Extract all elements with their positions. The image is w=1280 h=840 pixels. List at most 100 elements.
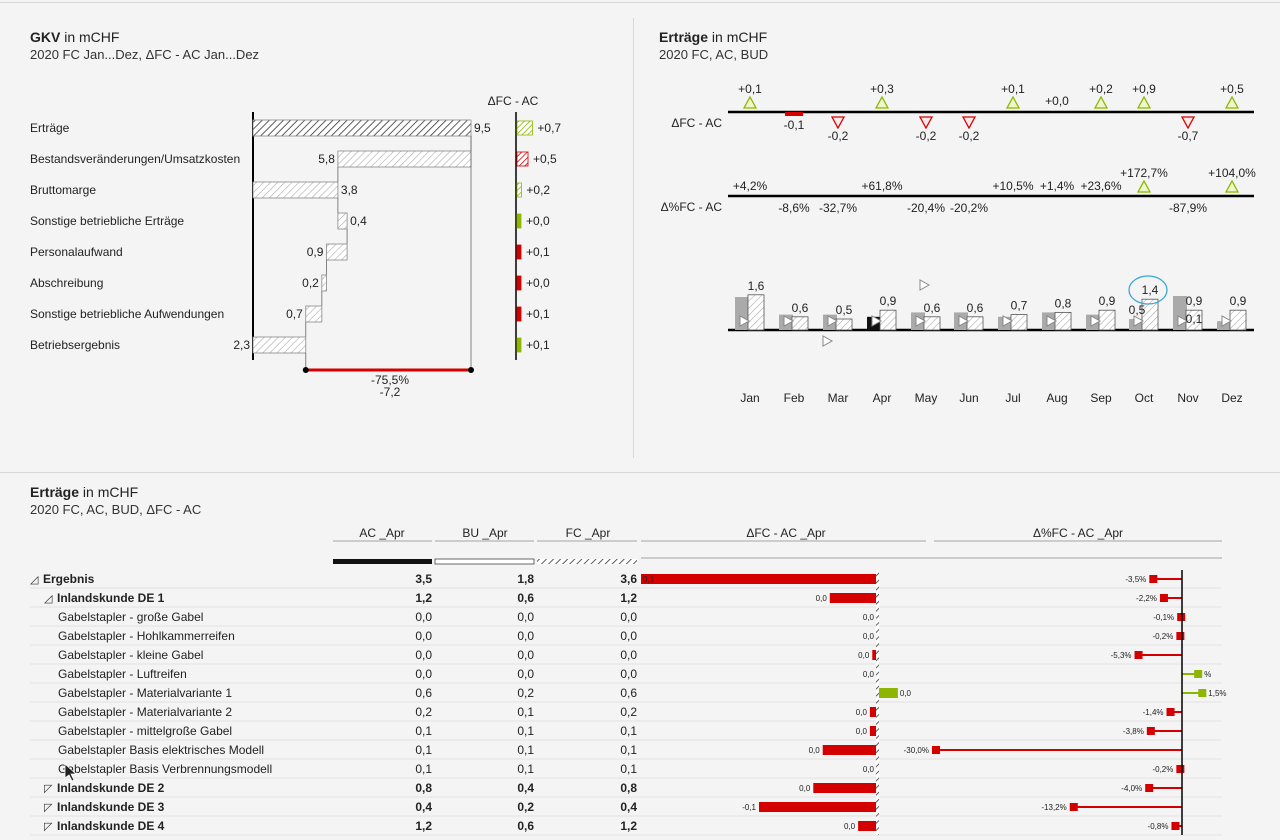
cell-ac: 0,2 <box>415 705 432 719</box>
delta-pct-label: +23,6% <box>1080 179 1121 193</box>
fc-value-label: 0,8 <box>1055 296 1072 310</box>
row-toggle-icon[interactable]: ◸ <box>44 783 53 795</box>
gkv-row-label: Abschreibung <box>30 276 103 290</box>
cell-bu: 0,0 <box>517 610 534 624</box>
gkv-bar <box>252 181 339 199</box>
table-row[interactable]: Gabelstapler - Materialvariante 1 0,6 0,2 0… <box>58 686 1227 700</box>
fc-value-label: 0,6 <box>967 301 984 315</box>
table-row[interactable]: Gabelstapler Basis Verbrennungsmodell 0,1… <box>58 762 1185 776</box>
gkv-delta-bar <box>516 244 522 260</box>
delta-pct-label: -5,3% <box>1111 651 1132 660</box>
row-label: Gabelstapler - Materialvariante 2 <box>58 705 232 719</box>
gkv-delta-bar <box>516 213 522 229</box>
delta-pct-dot <box>1146 727 1155 735</box>
fc-bar <box>791 316 809 331</box>
delta-abs-bar <box>829 593 877 603</box>
row-label: Gabelstapler - Materialvariante 1 <box>58 686 232 700</box>
row-label: Gabelstapler - Luftreifen <box>58 667 187 681</box>
delta-abs-label: 0,0 <box>844 822 856 831</box>
table-row[interactable]: Gabelstapler - Hohlkammerreifen 0,0 0,0 0,0… <box>58 629 1185 643</box>
gkv-value-label: 0,2 <box>302 276 319 290</box>
delta-abs-bar <box>858 821 877 831</box>
fc-bar <box>1229 309 1247 331</box>
gkv-bar <box>252 119 472 137</box>
row-toggle-icon[interactable]: ◿ <box>30 574 39 586</box>
gkv-bar <box>252 336 307 354</box>
table-row[interactable]: Gabelstapler Basis elektrisches Modell 0,… <box>58 743 1182 757</box>
table-row[interactable]: Gabelstapler - kleine Gabel 0,0 0,0 0,0 0,0 -… <box>58 648 1182 662</box>
delta-pct-dot <box>932 746 940 754</box>
table-row[interactable]: Gabelstapler - große Gabel 0,0 0,0 0,0 0,0 -0… <box>58 610 1186 624</box>
table-row[interactable]: Gabelstapler - Luftreifen 0,0 0,0 0,0 0,0% <box>58 667 1211 681</box>
delta-pct-dot <box>1177 613 1186 621</box>
cell-ac: 0,0 <box>415 648 432 662</box>
row-label: Inlandskunde DE 1 <box>57 591 165 605</box>
delta-pct-label: -13,2% <box>1041 803 1066 812</box>
delta-pct-label: -2,2% <box>1136 594 1157 603</box>
table-row[interactable]: ◸ Inlandskunde DE 3 0,4 0,2 0,4 -0,1 -13,2% <box>44 800 1182 814</box>
delta-down-marker <box>1180 116 1196 130</box>
cell-fc: 3,6 <box>620 572 637 586</box>
delta-abs-label: +0,5 <box>1220 82 1244 96</box>
delta-abs-label: -0,2 <box>916 129 937 143</box>
delta-pct-label: % <box>1204 670 1211 679</box>
row-toggle-icon[interactable]: ◸ <box>44 802 53 814</box>
table-row[interactable]: ◿ Ergebnis 3,5 1,8 3,6 0,1 -3,5% <box>30 572 1182 586</box>
delta-pct-label: -1,4% <box>1143 708 1164 717</box>
bud-marker <box>871 315 883 327</box>
fc-bar <box>1054 311 1072 331</box>
table-row[interactable]: ◿ Inlandskunde DE 1 1,2 0,6 1,2 0,0 -2,2% <box>44 591 1182 605</box>
row-label: Inlandskunde DE 4 <box>57 819 165 833</box>
delta-pct-label: +4,2% <box>733 179 768 193</box>
delta-abs-bar <box>869 707 877 717</box>
cell-fc: 0,6 <box>620 686 637 700</box>
row-toggle-icon[interactable]: ◸ <box>44 821 53 833</box>
cell-fc: 0,2 <box>620 705 637 719</box>
fc-value-label: 1,6 <box>748 279 765 293</box>
month-label: Aug <box>1046 391 1067 405</box>
gkv-subtitle: 2020 FC Jan...Dez, ΔFC - AC Jan...Dez <box>30 47 260 62</box>
delta-abs-label: +0,3 <box>870 82 894 96</box>
cell-fc: 0,0 <box>620 667 637 681</box>
delta-pct-label: -3,8% <box>1123 727 1144 736</box>
delta-pct-dot <box>1069 803 1078 811</box>
fc-value-label: 0,9 <box>1186 294 1203 308</box>
cell-bu: 0,2 <box>517 800 534 814</box>
delta-abs-label: +0,1 <box>1001 82 1025 96</box>
cell-bu: 0,1 <box>517 762 534 776</box>
fc-bar <box>835 318 853 331</box>
oct-highlight-circle <box>1128 275 1168 305</box>
table-row[interactable]: ◸ Inlandskunde DE 4 1,2 0,6 1,2 0,0 -0,8% <box>44 819 1182 833</box>
fc-scenario-bar <box>537 559 637 564</box>
ertraege-title: Erträge in mCHF <box>659 29 768 45</box>
fc-value-label: 1,4 <box>1142 283 1159 297</box>
fc-bar <box>966 316 984 331</box>
delta-pct-label: -32,7% <box>819 201 857 215</box>
gkv-value-label: 3,8 <box>341 183 358 197</box>
delta-abs-bar <box>641 574 877 584</box>
row-toggle-icon[interactable]: ◿ <box>44 593 53 605</box>
gkv-delta-bar <box>516 275 522 291</box>
cell-ac: 1,2 <box>415 591 432 605</box>
delta-abs-label: -0,1 <box>784 118 805 132</box>
gkv-delta-label: +0,1 <box>526 307 550 321</box>
delta-up-marker <box>1005 95 1021 109</box>
fc-value-label: 0,9 <box>880 294 897 308</box>
delta-abs-label: 0,0 <box>863 670 875 679</box>
gkv-diff-dot <box>468 367 474 373</box>
gkv-waterfall-chart: ΔFC - AC Erträge 9,5 +0,7 Bestandsveränderun… <box>30 94 561 399</box>
gkv-delta-label: +0,7 <box>537 121 561 135</box>
delta-pct-dot <box>1176 632 1185 640</box>
table-row[interactable]: ◸ Inlandskunde DE 2 0,8 0,4 0,8 0,0 -4,0% <box>44 781 1182 795</box>
table-row[interactable]: Gabelstapler - Materialvariante 2 0,2 0,1 0… <box>58 705 1182 719</box>
cell-bu: 0,1 <box>517 743 534 757</box>
delta-abs-label: 0,0 <box>856 708 868 717</box>
ertraege-subtitle: 2020 FC, AC, BUD <box>659 47 769 62</box>
table-row[interactable]: Gabelstapler - mittelgroße Gabel 0,1 0,1 0,… <box>58 724 1182 738</box>
cell-bu: 0,6 <box>517 819 534 833</box>
delta-pct-label: -0,2% <box>1152 765 1173 774</box>
gkv-delta-label: +0,2 <box>526 183 550 197</box>
cell-ac: 0,0 <box>415 610 432 624</box>
bud-marker <box>739 315 751 327</box>
delta-abs-label: 0,0 <box>856 727 868 736</box>
